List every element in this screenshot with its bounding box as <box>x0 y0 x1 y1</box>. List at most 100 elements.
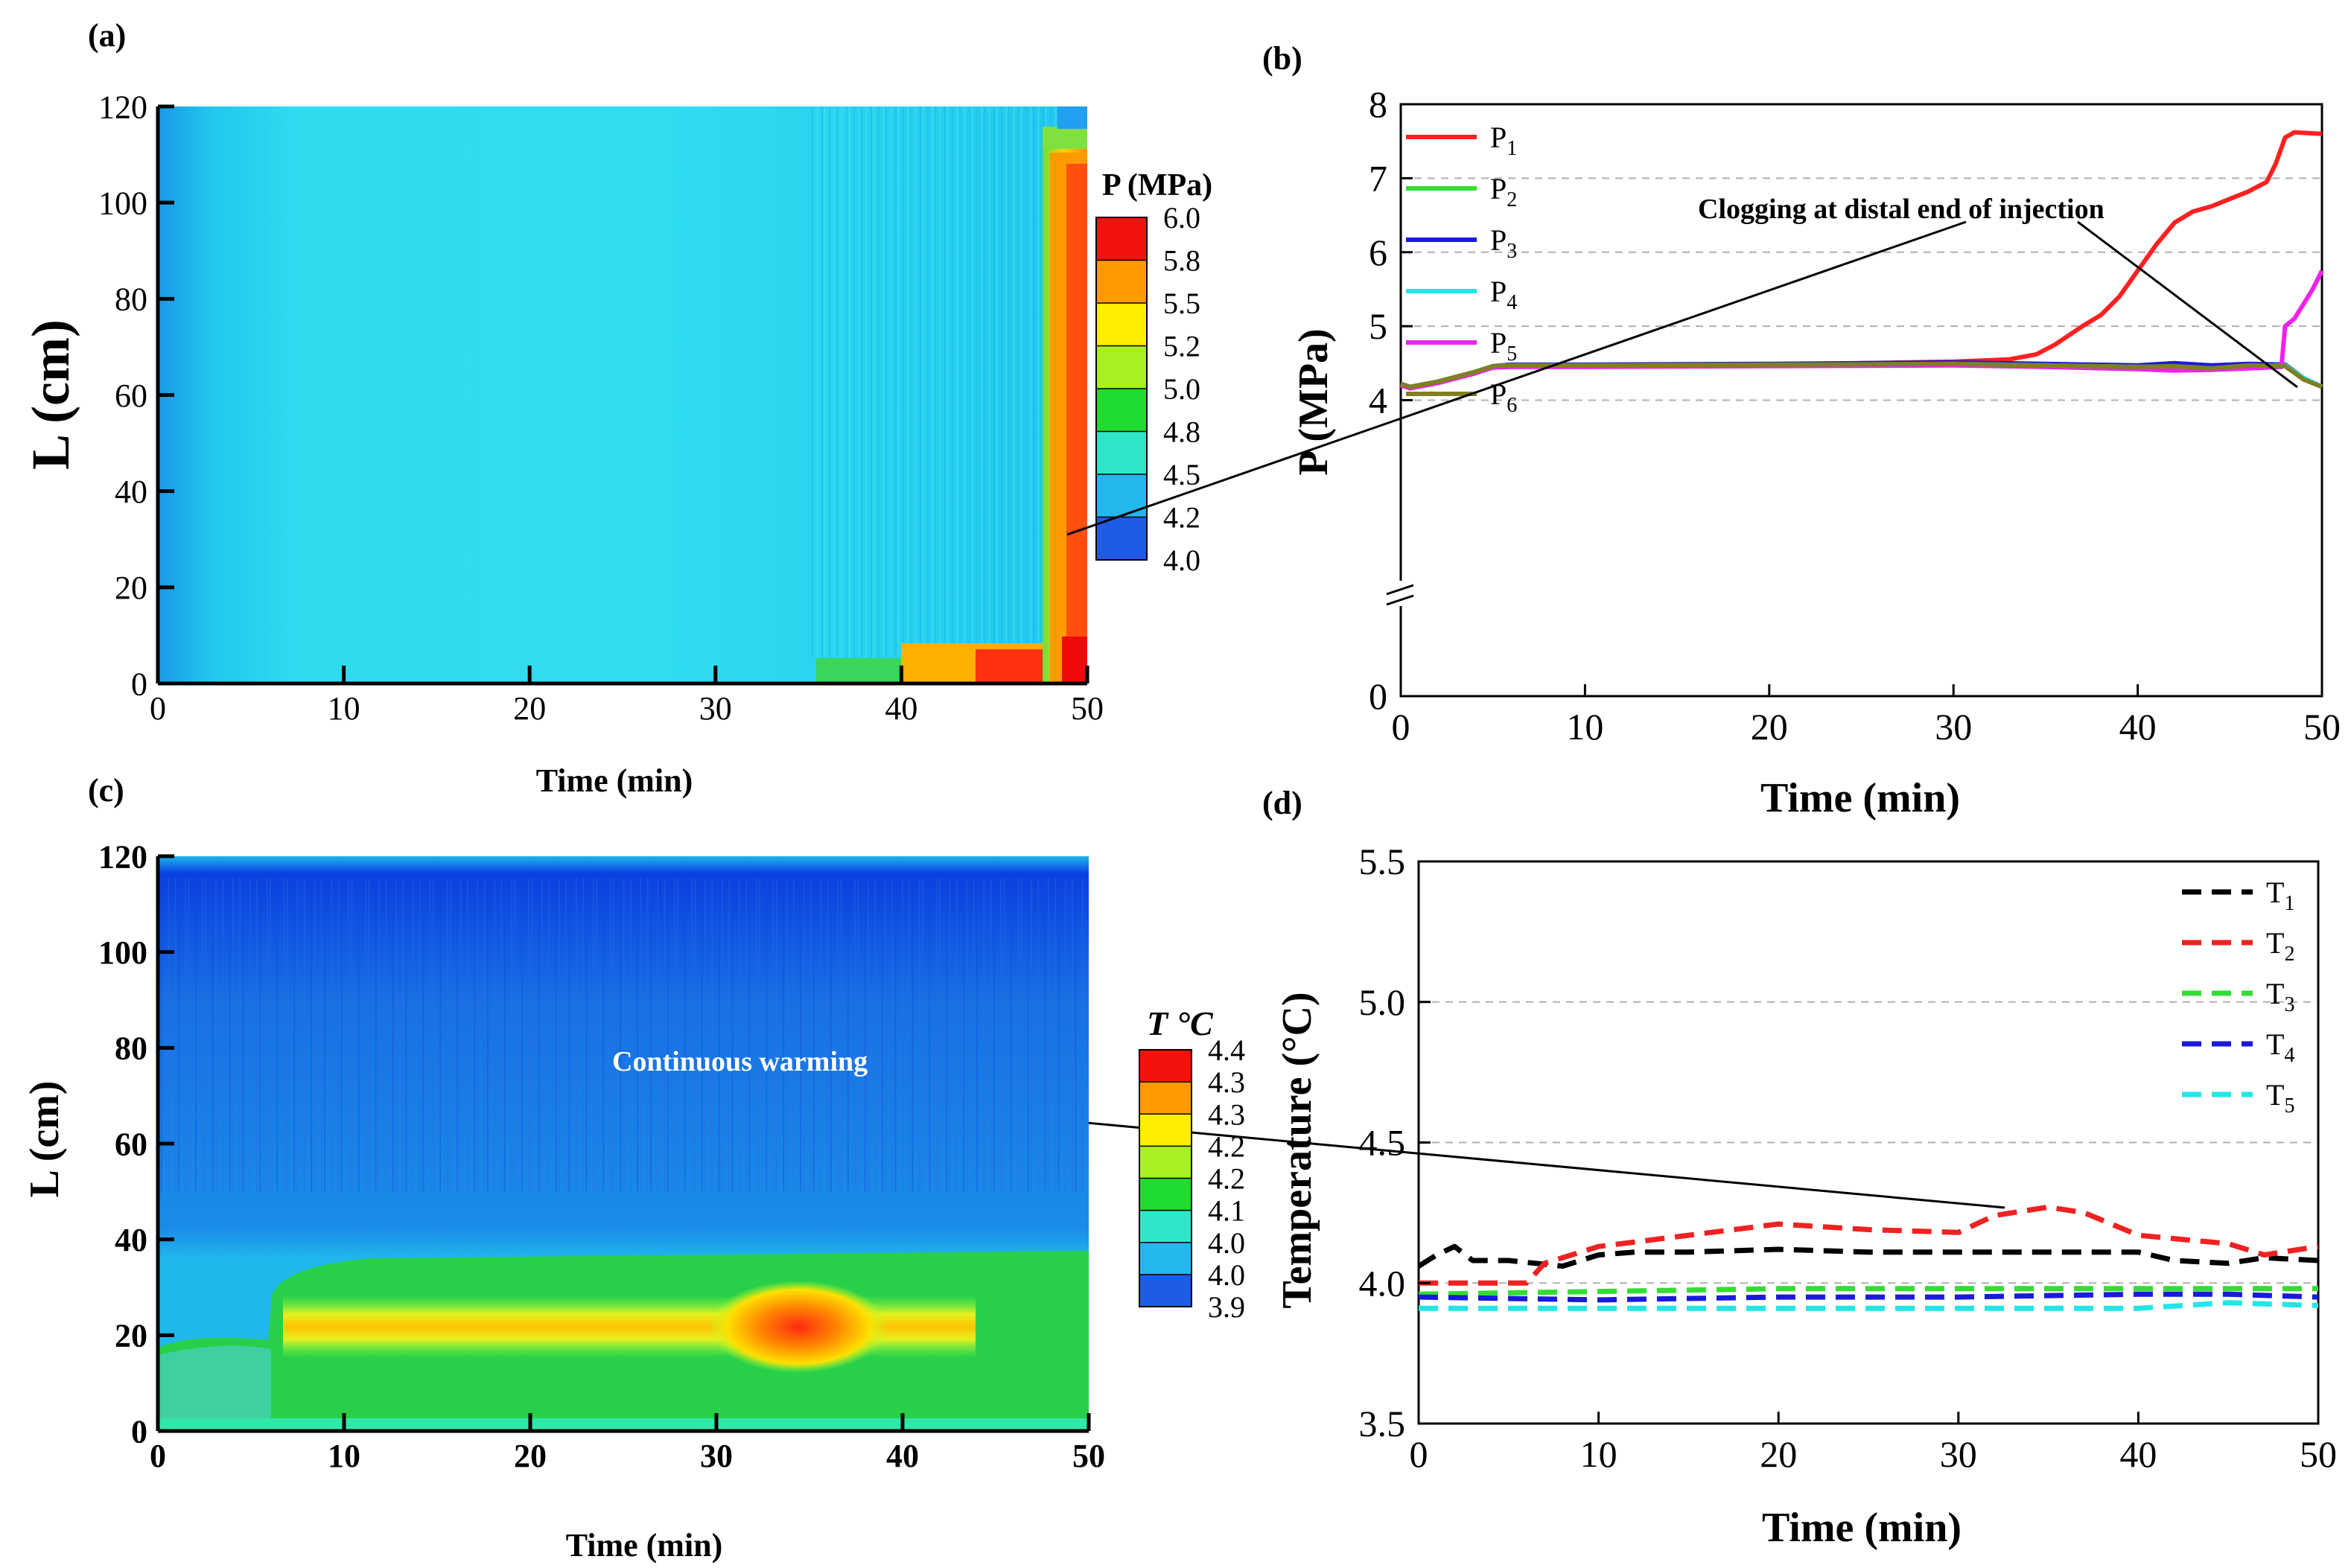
y-tick-label: 0 <box>1369 675 1387 717</box>
texture-stripe <box>895 106 897 657</box>
texture-stripe <box>983 879 985 1191</box>
texture-stripe <box>874 879 877 1191</box>
colorbar-tick-label: 4.2 <box>1208 1162 1245 1196</box>
texture-stripe <box>1033 106 1034 657</box>
texture-stripe <box>667 879 669 1191</box>
texture-stripe <box>846 106 847 657</box>
y-tick-label: 6 <box>1369 232 1387 273</box>
texture-stripe <box>1030 106 1032 657</box>
x-tick-label: 50 <box>1071 690 1104 727</box>
x-axis-label-d: Time (min) <box>1762 1505 1962 1551</box>
colorbar-tick-label: 4.1 <box>1208 1194 1245 1228</box>
colorbar-segment <box>1139 1146 1192 1179</box>
texture-stripe <box>629 879 632 1191</box>
x-tick-label: 0 <box>150 1438 166 1474</box>
texture-stripe <box>293 879 296 1191</box>
texture-stripe <box>405 879 407 1191</box>
texture-stripe <box>531 879 533 1191</box>
texture-stripe <box>337 879 340 1191</box>
x-tick-label: 50 <box>2300 1433 2337 1475</box>
texture-stripe <box>684 879 686 1191</box>
series-line-t2 <box>1419 1204 2319 1286</box>
texture-stripe <box>521 879 523 1191</box>
texture-stripe <box>820 879 822 1191</box>
texture-stripe <box>963 879 965 1191</box>
y-tick-label: 60 <box>115 377 147 414</box>
texture-stripe <box>701 879 703 1191</box>
texture-stripe <box>474 879 476 1191</box>
colorbar-tick-label: 5.5 <box>1163 287 1200 320</box>
colorbar-tick-label: 6.0 <box>1163 201 1200 235</box>
texture-stripe <box>976 106 978 657</box>
texture-stripe <box>575 879 577 1191</box>
texture-stripe <box>242 879 244 1191</box>
x-tick-label: 30 <box>1940 1433 1977 1475</box>
texture-stripe <box>833 106 836 657</box>
texture-stripe <box>857 879 859 1191</box>
texture-stripe <box>694 879 696 1191</box>
texture-stripe <box>861 106 862 657</box>
legend-label-p3: P3 <box>1490 223 1517 263</box>
texture-stripe <box>483 879 486 1191</box>
colorbar-segment <box>1139 1050 1192 1083</box>
legend-label-t2: T2 <box>2266 926 2294 966</box>
texture-stripe <box>446 879 448 1191</box>
panel-c-label: (c) <box>88 772 124 809</box>
y-tick-label: 40 <box>115 474 147 510</box>
texture-stripe <box>1025 106 1027 657</box>
colorbar-title-c: T °C <box>1147 1004 1214 1042</box>
texture-stripe <box>612 879 614 1191</box>
texture-stripe <box>803 879 805 1191</box>
texture-stripe <box>993 879 995 1191</box>
texture-stripe <box>721 879 723 1191</box>
texture-stripe <box>1031 879 1032 1191</box>
texture-stripe <box>314 879 316 1191</box>
texture-stripe <box>830 879 832 1191</box>
texture-stripe <box>993 106 995 657</box>
texture-stripe <box>873 106 875 657</box>
texture-stripe <box>239 879 241 1191</box>
y-tick-label: 120 <box>98 838 147 875</box>
texture-stripe <box>674 879 676 1191</box>
colorbar-tick-label: 5.2 <box>1163 330 1200 363</box>
texture-stripe <box>748 879 751 1191</box>
texture-stripe <box>365 879 367 1191</box>
texture-stripe <box>311 879 313 1191</box>
texture-stripe <box>528 879 530 1191</box>
texture-stripe <box>783 879 785 1191</box>
texture-stripe <box>375 879 377 1191</box>
texture-stripe <box>821 106 823 657</box>
x-tick-label: 50 <box>2303 706 2341 748</box>
legend-label-p1: P1 <box>1490 121 1517 160</box>
leader-line-clogging-a <box>1066 220 1967 536</box>
legend-label-t4: T4 <box>2266 1027 2294 1067</box>
series-line-p6 <box>1400 361 2323 389</box>
texture-stripe <box>836 106 838 657</box>
legend-label-subscript: 1 <box>1507 137 1517 160</box>
texture-stripe <box>558 879 560 1191</box>
texture-stripe <box>185 879 187 1191</box>
texture-stripe <box>816 106 818 657</box>
legend-label-letter: P <box>1490 121 1507 154</box>
colorbar-segment <box>1139 1210 1192 1243</box>
legend-label-subscript: 3 <box>2284 993 2294 1016</box>
texture-stripe <box>912 879 914 1191</box>
texture-stripe <box>800 879 802 1191</box>
texture-stripe <box>881 879 883 1191</box>
colorbar-segment <box>1096 389 1147 433</box>
colorbar-segment <box>1139 1114 1192 1147</box>
texture-stripe <box>837 879 839 1191</box>
texture-stripe <box>296 879 299 1191</box>
legend-label-letter: T <box>2266 977 2284 1010</box>
texture-stripe <box>1054 879 1057 1191</box>
texture-stripe <box>927 106 929 657</box>
colorbar-segment <box>1096 303 1147 347</box>
y-tick-label: 100 <box>98 185 147 222</box>
x-tick-label: 20 <box>513 690 546 727</box>
texture-stripe <box>920 106 921 657</box>
texture-stripe <box>449 879 451 1191</box>
y-tick-label: 8 <box>1369 83 1387 125</box>
x-tick-label: 40 <box>2119 1433 2157 1475</box>
